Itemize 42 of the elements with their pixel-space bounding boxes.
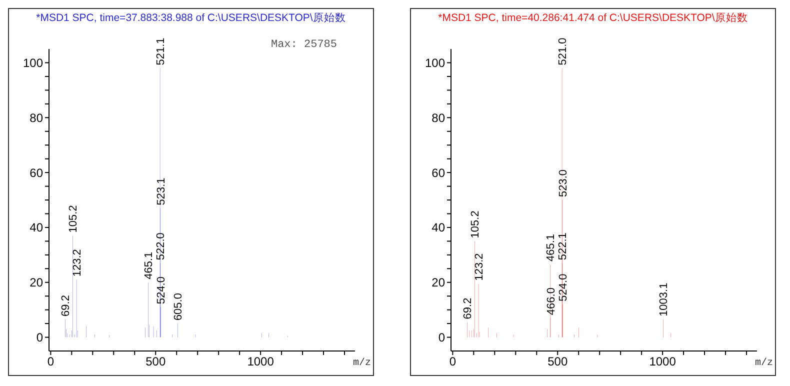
chart-title: *MSD1 SPC, time=40.286:41.474 of C:\USERS\DESKTOP\原始数	[437, 11, 749, 25]
x-tick-label: 0	[449, 354, 456, 369]
annotation: 69.2	[462, 298, 474, 320]
annotation: 105.2	[470, 210, 482, 238]
y-tick-label: 60	[432, 166, 446, 180]
annotation: 523.1	[155, 178, 168, 206]
x-tick-label: 500	[146, 354, 166, 369]
y-tick-label: 80	[432, 110, 446, 125]
y-tick-label: 40	[432, 220, 446, 235]
y-tick-label: 20	[432, 276, 446, 290]
x-axis-title: m/z	[352, 358, 371, 369]
x-tick-label: 1000	[649, 354, 676, 369]
annotation: 521.1	[154, 38, 167, 66]
annotation: 522.1	[557, 232, 570, 260]
y-tick-label: 40	[30, 220, 44, 235]
x-tick-label: 1000	[247, 354, 274, 369]
y-tick-label: 0	[438, 330, 446, 345]
annotation: Max: 25785	[270, 39, 337, 51]
annotation: 521.0	[556, 38, 569, 66]
annotation: 523.0	[557, 169, 570, 197]
y-tick-label: 20	[30, 276, 44, 290]
annotation: 466.0	[545, 288, 558, 316]
y-tick-label: 80	[30, 110, 44, 125]
annotation: 123.2	[71, 249, 84, 277]
y-tick-label: 100	[22, 56, 44, 70]
chart-title: *MSD1 SPC, time=37.883:38.988 of C:\USERS\DESKTOP\原始数	[35, 11, 347, 25]
annotation: 522.0	[155, 232, 168, 260]
annotation: 465.1	[143, 252, 156, 280]
annotation: 465.1	[545, 234, 558, 262]
y-tick-label: 100	[424, 56, 446, 70]
annotation: 123.2	[473, 253, 486, 281]
annotation: 524.0	[156, 276, 168, 304]
annotation: 605.0	[172, 293, 185, 321]
annotation: 105.2	[68, 205, 80, 233]
annotation: 1003.1	[658, 282, 670, 316]
y-tick-label: 60	[30, 166, 44, 180]
annotation: 524.0	[558, 274, 570, 302]
x-tick-label: 500	[548, 354, 568, 369]
x-tick-label: 0	[47, 354, 54, 369]
y-tick-label: 0	[36, 330, 44, 345]
annotation: 69.2	[60, 295, 72, 316]
x-axis-title: m/z	[754, 358, 773, 369]
